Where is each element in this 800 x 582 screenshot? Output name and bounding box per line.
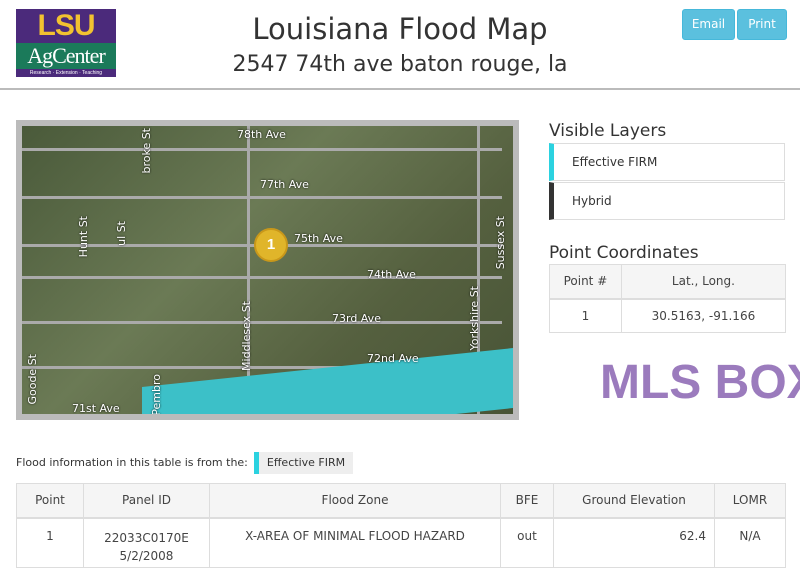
street-label: 72nd Ave bbox=[367, 352, 419, 365]
lat-long: 30.5163, -91.166 bbox=[620, 298, 787, 333]
mlsbox-watermark: MLS BOX bbox=[600, 356, 800, 409]
col-header: Point # bbox=[549, 264, 622, 300]
street-label: Middlesex St bbox=[240, 301, 253, 371]
flood-zone-water bbox=[142, 344, 513, 414]
lsu-agcenter-logo: LSU AgCenter Research · Extension · Teachi… bbox=[16, 9, 116, 77]
panel-date: 5/2/2008 bbox=[119, 548, 174, 563]
flood-table: Point Panel ID Flood Zone BFE Ground Ele… bbox=[16, 483, 786, 568]
flood-map[interactable]: 78th Ave 77th Ave 75th Ave 74th Ave 73rd… bbox=[16, 120, 519, 420]
street-label: Hunt St bbox=[77, 216, 90, 258]
source-badge: Effective FIRM bbox=[253, 452, 354, 474]
street-label: 71st Ave bbox=[72, 402, 120, 414]
panel-id-value: 22033C0170E bbox=[104, 530, 189, 545]
street-label: Sussex St bbox=[494, 216, 507, 270]
col-header: Flood Zone bbox=[209, 483, 501, 519]
street-label: broke St bbox=[140, 128, 153, 174]
col-header: Point bbox=[16, 483, 84, 519]
street-label: 74th Ave bbox=[367, 268, 416, 281]
point-number: 1 bbox=[549, 298, 622, 333]
lomr: N/A bbox=[714, 517, 786, 568]
flood-zone: X-AREA OF MINIMAL FLOOD HAZARD bbox=[209, 517, 501, 568]
street-label: Yorkshire St bbox=[468, 286, 481, 351]
street-label: 77th Ave bbox=[260, 178, 309, 191]
col-header: Lat., Long. bbox=[620, 264, 787, 300]
email-button[interactable]: Email bbox=[682, 9, 735, 40]
bfe: out bbox=[500, 517, 554, 568]
table-row: 1 22033C0170E 5/2/2008 X-AREA OF MINIMAL … bbox=[16, 517, 786, 568]
point-coordinates-title: Point Coordinates bbox=[549, 243, 699, 263]
location-marker[interactable]: 1 bbox=[254, 228, 288, 262]
coordinates-table: Point # Lat., Long. 1 30.5163, -91.166 bbox=[549, 264, 787, 333]
panel-id: 22033C0170E 5/2/2008 bbox=[83, 517, 210, 568]
col-header: BFE bbox=[500, 483, 554, 519]
note-text: Flood information in this table is from … bbox=[16, 456, 248, 469]
ground-elevation: 62.4 bbox=[553, 517, 715, 568]
page-title: Louisiana Flood Map bbox=[252, 12, 548, 46]
street-label: Goode St bbox=[26, 354, 39, 405]
street-label: ul St bbox=[115, 221, 128, 246]
divider bbox=[0, 88, 800, 90]
flood-source-note: Flood information in this table is from … bbox=[16, 452, 354, 474]
street-label: Pembro bbox=[150, 374, 163, 414]
street-label: 78th Ave bbox=[237, 128, 286, 141]
street-label: 73rd Ave bbox=[332, 312, 381, 325]
layer-effective-firm[interactable]: Effective FIRM bbox=[549, 143, 785, 181]
layer-hybrid[interactable]: Hybrid bbox=[549, 182, 785, 220]
visible-layers-title: Visible Layers bbox=[549, 121, 667, 141]
col-header: Ground Elevation bbox=[553, 483, 715, 519]
point: 1 bbox=[16, 517, 84, 568]
address: 2547 74th ave baton rouge, la bbox=[232, 52, 568, 77]
print-button[interactable]: Print bbox=[737, 9, 787, 40]
table-row: 1 30.5163, -91.166 bbox=[549, 298, 787, 333]
col-header: LOMR bbox=[714, 483, 786, 519]
col-header: Panel ID bbox=[83, 483, 210, 519]
street-label: 75th Ave bbox=[294, 232, 343, 245]
